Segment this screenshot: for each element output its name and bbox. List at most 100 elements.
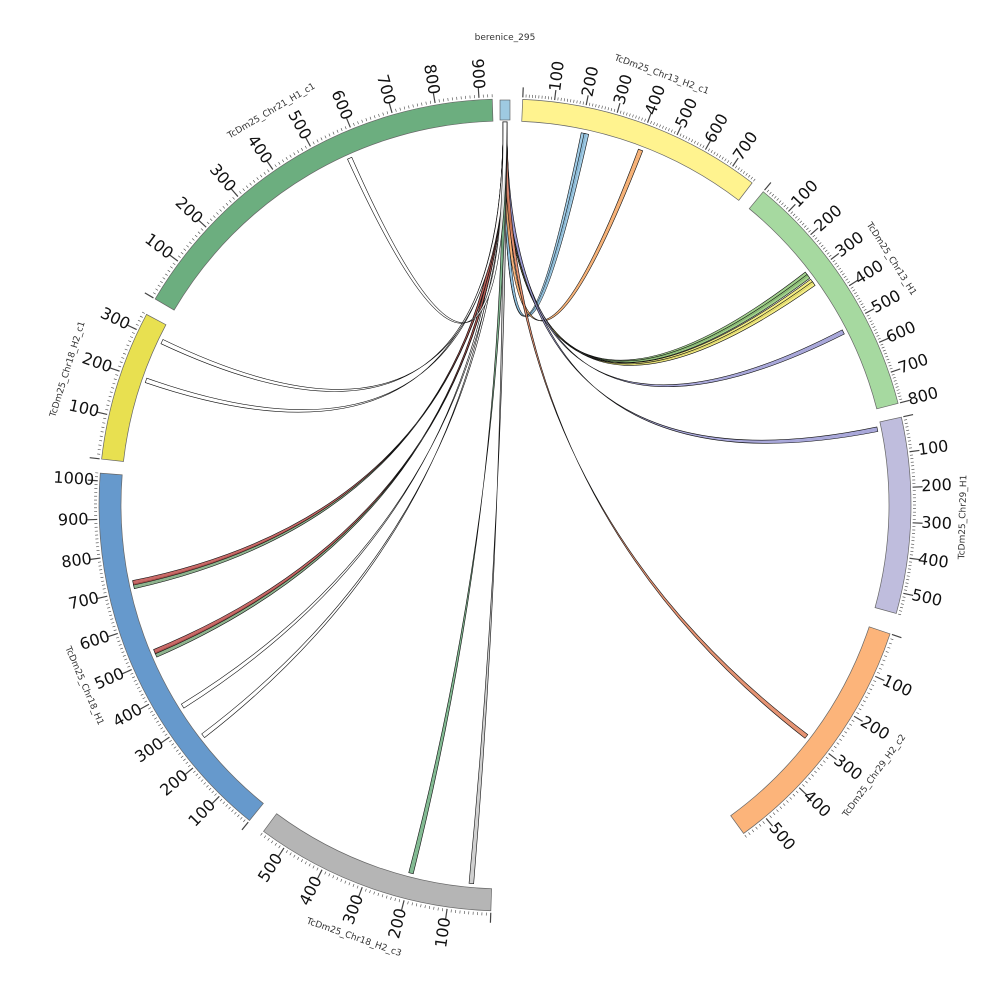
major-tick	[211, 795, 220, 804]
minor-tick	[289, 852, 292, 856]
minor-tick	[886, 358, 890, 361]
minor-tick	[130, 672, 134, 675]
tick-label: 400	[110, 699, 146, 730]
tick-label: 100	[431, 916, 454, 949]
major-tick	[646, 113, 652, 123]
minor-tick	[312, 865, 315, 869]
major-tick	[676, 125, 682, 136]
minor-tick	[271, 840, 274, 844]
minor-tick	[403, 106, 406, 110]
minor-tick	[300, 147, 303, 151]
minor-tick	[356, 885, 359, 889]
minor-tick	[893, 380, 897, 382]
minor-tick	[613, 108, 616, 112]
minor-tick	[240, 816, 243, 820]
minor-tick	[721, 156, 724, 160]
major-tick	[266, 160, 274, 170]
minor-tick	[841, 734, 845, 738]
minor-tick	[906, 429, 910, 431]
minor-tick	[102, 422, 106, 424]
minor-tick	[304, 145, 307, 149]
minor-tick	[135, 683, 139, 686]
minor-tick	[340, 878, 343, 882]
minor-tick	[696, 142, 699, 146]
minor-tick	[799, 220, 803, 224]
major-tick	[90, 557, 101, 560]
minor-tick	[122, 655, 126, 657]
minor-tick	[416, 103, 419, 107]
minor-tick	[880, 343, 884, 346]
minor-tick	[673, 130, 676, 134]
minor-tick	[844, 731, 848, 734]
minor-tick	[758, 823, 762, 827]
minor-tick	[753, 178, 756, 182]
major-tick	[909, 449, 920, 453]
minor-tick	[156, 720, 159, 723]
minor-tick	[751, 829, 755, 833]
minor-tick	[191, 238, 195, 241]
minor-tick	[164, 273, 168, 276]
minor-tick	[260, 174, 263, 178]
link-ribbon	[180, 121, 508, 709]
major-tick	[810, 227, 819, 236]
major-tick	[903, 413, 914, 418]
minor-tick	[877, 672, 880, 674]
minor-tick	[225, 804, 228, 807]
minor-tick	[111, 387, 115, 389]
minor-tick	[357, 121, 359, 125]
minor-tick	[428, 905, 431, 910]
major-tick	[97, 595, 108, 599]
minor-tick	[825, 756, 829, 760]
minor-tick	[875, 332, 879, 334]
major-tick	[477, 87, 480, 98]
tick-label: 600	[701, 110, 733, 146]
minor-tick	[870, 323, 874, 326]
minor-tick	[336, 877, 339, 881]
major-tick	[554, 90, 557, 101]
minor-tick	[863, 308, 867, 311]
major-tick	[127, 324, 137, 331]
minor-tick	[670, 129, 673, 133]
tick-label: 200	[156, 765, 192, 799]
minor-tick	[231, 809, 234, 812]
minor-tick	[682, 134, 685, 138]
minor-tick	[789, 797, 792, 800]
major-tick	[278, 847, 285, 857]
minor-tick	[353, 122, 355, 126]
minor-tick	[206, 221, 210, 225]
minor-tick	[213, 215, 216, 218]
minor-tick	[112, 625, 116, 628]
tick-label: 300	[98, 303, 134, 333]
minor-tick	[119, 647, 124, 650]
major-tick	[848, 279, 858, 287]
minor-tick	[116, 636, 120, 639]
minor-tick	[320, 137, 323, 141]
segment-TcDm25_Chr29_H1: 100 200 300 400 500 TcDm25_Chr29_H1	[874, 413, 969, 616]
tick-label: 900	[58, 509, 89, 529]
segment-label: TcDm25_Chr29_H1	[957, 475, 969, 561]
tick-label: 800	[420, 63, 444, 96]
tick-label: 200	[857, 712, 893, 744]
minor-tick	[601, 105, 603, 109]
minor-tick	[702, 145, 705, 149]
minor-tick	[133, 679, 137, 682]
minor-tick	[365, 118, 368, 122]
tick-label: 300	[831, 227, 867, 261]
minor-tick	[369, 890, 371, 894]
minor-tick	[797, 218, 800, 221]
minor-tick	[150, 710, 153, 713]
major-tick	[89, 457, 100, 460]
minor-tick	[884, 655, 888, 658]
minor-tick	[219, 209, 222, 212]
minor-tick	[641, 117, 643, 121]
major-tick	[890, 368, 901, 373]
minor-tick	[316, 139, 319, 143]
minor-tick	[336, 129, 339, 133]
minor-tick	[206, 785, 209, 788]
minor-tick	[740, 169, 743, 173]
minor-tick	[783, 204, 787, 208]
minor-tick	[128, 340, 132, 343]
